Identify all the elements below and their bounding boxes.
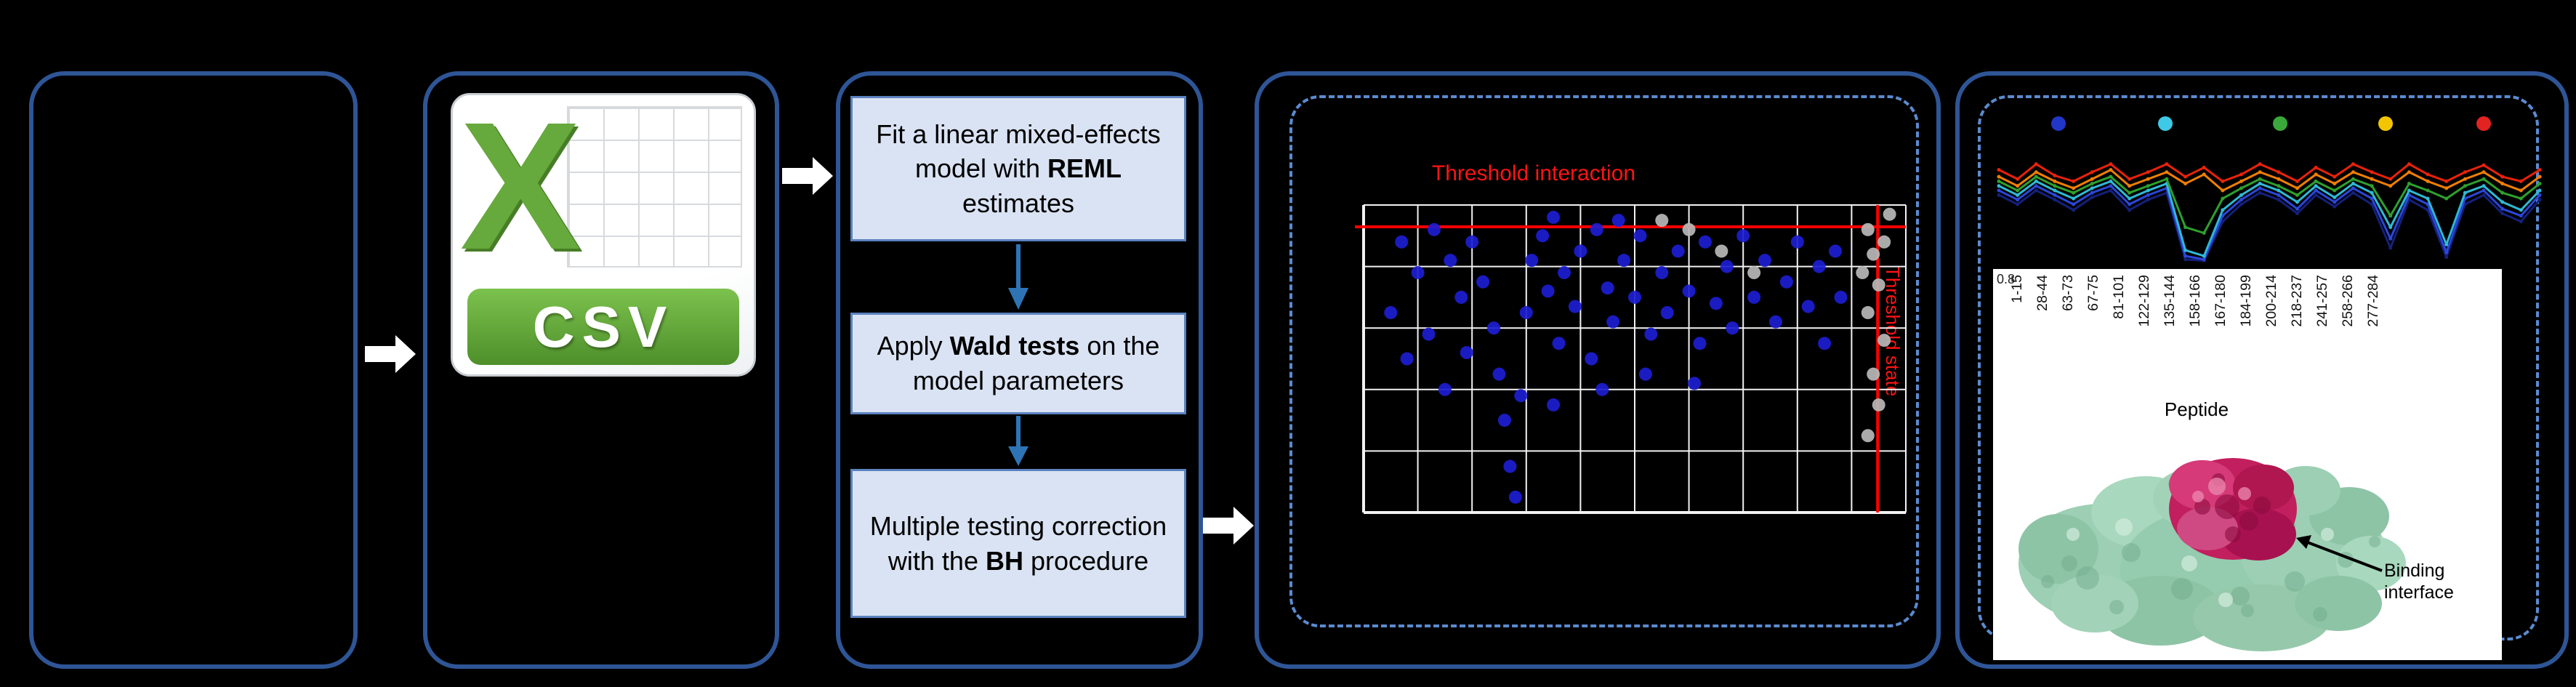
peptide-tick-label: 218-237 xyxy=(2289,275,2305,327)
input-panel xyxy=(29,71,358,669)
down-arrow-icon xyxy=(1008,416,1029,466)
step-text-bold: REML xyxy=(1047,153,1122,184)
step-text-bold: Wald tests xyxy=(949,331,1080,361)
peptide-tick-label: 63-73 xyxy=(2060,275,2076,311)
scatter-grid xyxy=(1362,204,1907,514)
flow-arrow-icon xyxy=(782,157,833,195)
binding-site-surface xyxy=(2169,458,2297,561)
step-text-post: on the model parameters xyxy=(912,331,1160,395)
peptide-tick-label: 135-144 xyxy=(2162,275,2178,327)
peptide-tick-label: 184-199 xyxy=(2238,275,2254,327)
threshold-interaction-label: Threshold interaction xyxy=(1431,161,1636,185)
binding-annotation-arrow-icon xyxy=(2296,535,2383,572)
csv-file-icon: X CSV xyxy=(451,84,756,377)
peptide-tick-label: 158-166 xyxy=(2187,275,2203,327)
threshold-lines xyxy=(1355,205,1906,513)
step-text-post: procedure xyxy=(1023,545,1149,576)
peptide-axis-label: Peptide xyxy=(2164,398,2229,420)
csv-ribbon-label: CSV xyxy=(467,289,739,366)
pipeline-step-wald-text: Apply Wald tests on the model parameters xyxy=(867,329,1170,398)
y-axis-top-tick: 0.8 xyxy=(1997,272,2016,286)
csv-panel xyxy=(423,71,779,669)
peptide-tick-label: 277-284 xyxy=(2365,275,2381,327)
timepoint-dot-icon xyxy=(2273,116,2287,131)
uptake-series-series-4 xyxy=(1997,174,2542,235)
pipeline-step-bh: Multiple testing correction with the BH … xyxy=(850,469,1186,618)
peptide-tick-label: 122-129 xyxy=(2136,275,2152,327)
flow-arrow-icon xyxy=(1203,507,1254,545)
peptide-tick-label: 167-180 xyxy=(2213,275,2229,327)
timepoint-dot-icon xyxy=(2476,116,2491,131)
step-text-pre: Fit a linear mixed-effects model with xyxy=(876,118,1161,184)
pipeline-step-reml-text: Fit a linear mixed-effects model with RE… xyxy=(867,117,1170,221)
protein-structure-illustration xyxy=(2018,458,2406,651)
peptide-tick-label: 258-266 xyxy=(2340,275,2356,327)
uptake-series-series-1 xyxy=(1997,188,2542,262)
peptide-tick-label: 200-214 xyxy=(2263,275,2279,327)
pipeline-step-bh-text: Multiple testing correction with the BH … xyxy=(867,509,1170,578)
pipeline-step-wald: Apply Wald tests on the model parameters xyxy=(850,313,1186,414)
scatter-result-panel xyxy=(1255,71,1941,669)
protein-surface xyxy=(2018,466,2406,651)
pipeline-step-reml: Fit a linear mixed-effects model with RE… xyxy=(850,96,1186,241)
excel-x-letter: X xyxy=(459,84,581,288)
interaction-scatter-plot xyxy=(1355,204,1907,514)
peptide-structure-card: 0.8 1-15 28-44 63-73 67-75 81-101 122-129 135-… xyxy=(1993,269,2502,660)
step-text-post: estimates xyxy=(962,188,1075,218)
scatter-points-significant-peptides xyxy=(1384,210,1848,504)
peptide-axis-ticks: 1-15 28-44 63-73 67-75 81-101 122-129 135-144 1… xyxy=(1993,269,2400,385)
uptake-series-series-6 xyxy=(1997,162,2542,183)
uptake-series-series-2 xyxy=(1997,184,2542,262)
uptake-series-series-3 xyxy=(1997,179,2542,258)
peptide-tick-label: 28-44 xyxy=(2034,275,2050,311)
timepoint-legend xyxy=(0,116,2576,134)
flow-arrow-icon xyxy=(365,335,416,373)
peptide-tick-label: 81-101 xyxy=(2111,275,2127,319)
binding-interface-label: Binding interface xyxy=(2384,561,2454,603)
uptake-series-series-5 xyxy=(1997,168,2542,193)
timepoint-dot-icon xyxy=(2158,116,2173,131)
step-text-bold: BH xyxy=(985,545,1023,576)
spreadsheet-grid-icon xyxy=(566,105,743,268)
uptake-line-chart xyxy=(1997,162,2542,262)
statistics-pipeline-panel xyxy=(836,71,1203,669)
structure-result-panel xyxy=(1955,71,2569,669)
timepoint-dot-icon xyxy=(2378,116,2393,131)
peptide-tick-label: 241-257 xyxy=(2314,275,2330,327)
threshold-state-label: Threshold state xyxy=(1882,266,1904,397)
scatter-points-non-significant-peptides xyxy=(1655,207,1896,443)
down-arrow-icon xyxy=(1008,244,1029,310)
step-text-pre: Multiple testing correction with the xyxy=(869,510,1167,576)
step-text-pre: Apply xyxy=(877,331,950,361)
peptide-tick-label: 67-75 xyxy=(2085,275,2101,311)
peptide-tick-label: 1-15 xyxy=(2009,275,2025,304)
timepoint-dot-icon xyxy=(2051,116,2066,131)
scatter-dashed-frame xyxy=(1289,95,1919,627)
